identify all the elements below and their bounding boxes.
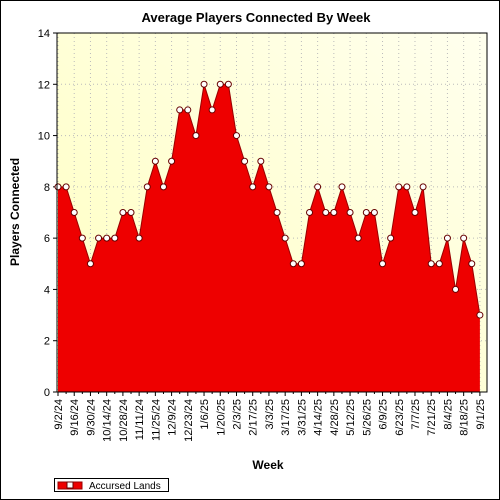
area — [58, 84, 480, 393]
marker — [289, 260, 297, 268]
marker — [354, 234, 362, 242]
marker — [127, 209, 135, 216]
legend-box — [54, 478, 169, 492]
x-tick-label: 7/21/25 — [426, 399, 438, 436]
marker — [257, 157, 265, 165]
plot-border — [56, 32, 488, 393]
marker — [346, 209, 354, 216]
marker — [273, 209, 281, 216]
y-tick-label: 12 — [38, 79, 50, 91]
x-tick-label: 7/7/25 — [410, 399, 422, 430]
x-tick-label: 3/17/25 — [280, 399, 292, 436]
x-tick-label: 4/28/25 — [329, 399, 341, 436]
y-tick-label: 14 — [38, 28, 50, 40]
x-tick-label: 11/11/24 — [134, 399, 146, 440]
marker — [78, 234, 86, 242]
y-tick-label: 0 — [44, 387, 50, 399]
x-tick-label: 3/3/25 — [264, 399, 276, 430]
marker — [135, 234, 143, 242]
marker — [379, 260, 387, 268]
x-tick-label: 10/14/24 — [102, 399, 114, 442]
x-tick-label: 1/6/25 — [199, 399, 211, 430]
marker — [435, 260, 443, 268]
x-tick-label: 3/31/25 — [296, 399, 308, 436]
marker — [176, 106, 184, 114]
marker — [95, 234, 103, 242]
x-tick-label: 2/3/25 — [231, 399, 243, 430]
x-tick-label: 9/16/24 — [69, 399, 81, 436]
y-tick-label: 8 — [44, 182, 50, 194]
marker — [265, 183, 273, 191]
x-tick-label: 11/25/24 — [150, 399, 162, 441]
marker — [411, 209, 419, 216]
y-tick-label: 2 — [44, 336, 50, 348]
marker — [460, 234, 468, 242]
chart-title: Average Players Connected By Week — [141, 10, 371, 25]
legend-marker — [66, 481, 74, 489]
y-tick-label: 6 — [44, 233, 50, 245]
marker — [330, 209, 338, 216]
marker — [281, 234, 289, 242]
legend-label: Accursed Lands — [89, 481, 161, 492]
marker — [168, 157, 176, 165]
marker — [338, 183, 346, 191]
marker — [468, 260, 476, 268]
marker — [403, 183, 411, 191]
x-tick-label: 12/9/24 — [167, 399, 179, 436]
marker — [86, 260, 94, 268]
x-tick-label: 9/1/25 — [475, 399, 487, 430]
marker — [192, 132, 200, 140]
marker — [249, 183, 257, 191]
marker — [370, 209, 378, 216]
marker — [419, 183, 427, 191]
x-tick-label: 9/30/24 — [85, 399, 97, 436]
x-tick-label: 12/23/24 — [183, 399, 195, 442]
marker — [297, 260, 305, 268]
marker — [119, 209, 127, 216]
marker — [216, 80, 224, 88]
x-tick-label: 8/4/25 — [442, 399, 454, 430]
marker — [314, 183, 322, 191]
x-axis-label: Week — [252, 458, 283, 472]
marker — [224, 80, 232, 88]
x-tick-label: 2/17/25 — [248, 399, 260, 436]
y-axis-label: Players Connected — [8, 158, 22, 266]
marker — [232, 132, 240, 140]
marker — [62, 183, 70, 191]
x-tick-label: 9/2/24 — [53, 399, 65, 430]
marker — [452, 285, 460, 293]
marker — [54, 183, 62, 191]
marker — [184, 106, 192, 114]
x-tick-label: 5/12/25 — [345, 399, 357, 436]
x-tick-label: 6/9/25 — [378, 399, 390, 430]
x-tick-label: 6/23/25 — [394, 399, 406, 436]
marker — [306, 209, 314, 216]
marker — [111, 234, 119, 242]
marker — [208, 106, 216, 114]
marker — [387, 234, 395, 242]
marker — [322, 209, 330, 216]
marker — [241, 157, 249, 165]
marker — [395, 183, 403, 191]
x-tick-label: 4/14/25 — [313, 399, 325, 436]
x-tick-label: 5/26/25 — [361, 399, 373, 436]
x-tick-label: 8/18/25 — [459, 399, 471, 436]
marker — [443, 234, 451, 242]
marker — [143, 183, 151, 191]
y-tick-label: 10 — [38, 131, 50, 143]
marker — [103, 234, 111, 242]
x-tick-label: 10/28/24 — [118, 399, 130, 442]
x-tick-label: 1/20/25 — [215, 399, 227, 436]
marker — [362, 209, 370, 216]
y-tick-label: 4 — [44, 284, 50, 296]
marker — [151, 157, 159, 165]
marker — [476, 311, 484, 319]
marker — [159, 183, 167, 191]
marker — [70, 209, 78, 216]
marker — [427, 260, 435, 268]
marker — [200, 80, 208, 88]
